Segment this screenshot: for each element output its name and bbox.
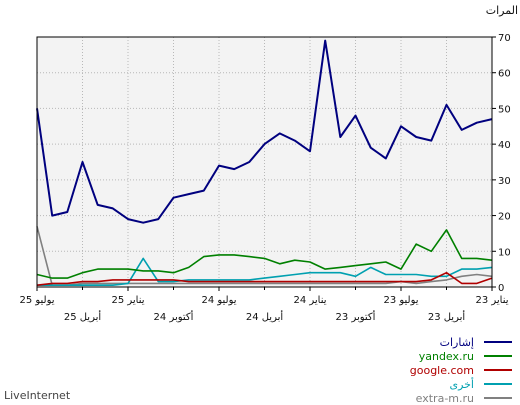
legend-label: extra-m.ru (416, 392, 474, 405)
x-tick-label: 23 يوليو (383, 295, 418, 306)
legend-label: إشارات (440, 336, 474, 349)
plot-area (37, 37, 492, 287)
y-tick-label: 0 (498, 283, 504, 294)
series-line-1 (36, 39, 493, 224)
y-tick-label: 10 (498, 247, 511, 258)
plot-frame (36, 36, 493, 288)
y-tick-label: 50 (498, 104, 511, 115)
legend-label: أخرى (449, 377, 474, 391)
series-line-5 (36, 226, 493, 287)
x-tick-label: 24 يوليو (201, 295, 236, 306)
x-tick-label: 24 أكتوبر (154, 310, 194, 323)
series-line-2 (36, 229, 493, 279)
y-tick-label: 60 (498, 69, 511, 80)
axis-layer: 0 10 20 30 40 50 60 70 25 يوليو 25 يناير 24 يوليو 2… (19, 33, 510, 323)
series-layer (36, 39, 493, 287)
brand-label: LiveInternet (4, 389, 71, 402)
y-tick-label: 40 (498, 140, 511, 151)
legend-label: yandex.ru (419, 350, 474, 363)
x-tick-label: 25 يناير (111, 295, 144, 306)
x-tick-label: 23 أبريل (428, 310, 466, 323)
legend-label: google.com (410, 364, 474, 377)
x-tick-label: 25 يوليو (19, 295, 54, 306)
series-line-4 (37, 257, 493, 287)
y-tick-label: 30 (498, 176, 511, 187)
series-line-3 (36, 271, 493, 286)
x-tick-label: 24 يناير (293, 295, 326, 306)
x-tick-label: 23 يناير (475, 295, 508, 306)
x-tick-label: 24 أبريل (246, 310, 284, 323)
x-tick-label: 23 أكتوبر (336, 310, 376, 323)
y-axis-unit-label: المرات (486, 4, 518, 17)
y-tick-label: 20 (498, 212, 511, 223)
y-tick-label: 70 (498, 33, 511, 44)
x-tick-label: 25 أبريل (64, 310, 102, 323)
